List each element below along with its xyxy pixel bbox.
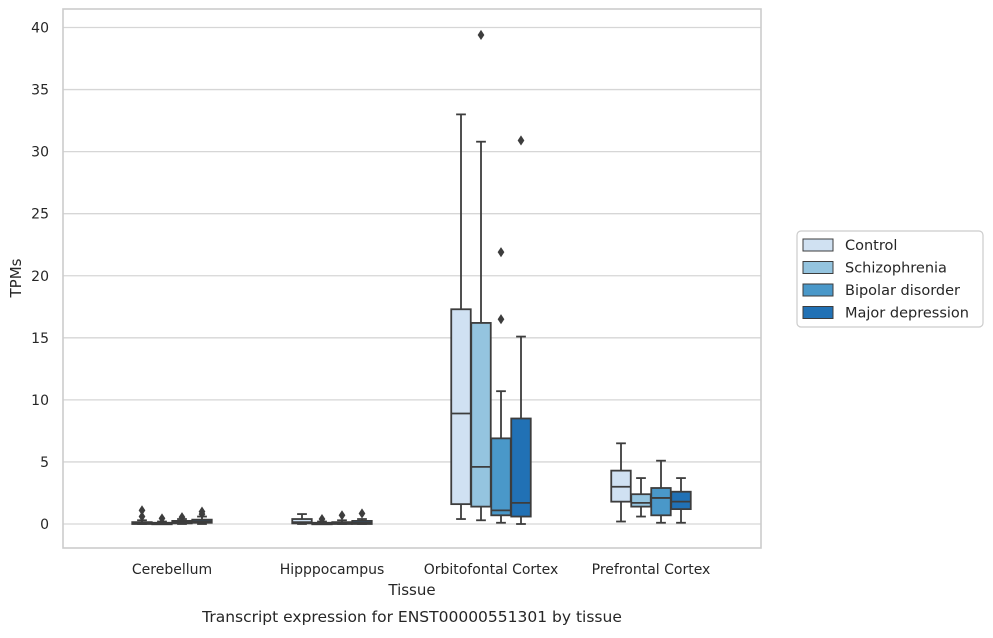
x-tick-label: Prefrontal Cortex	[592, 562, 711, 578]
y-tick-label: 25	[31, 207, 49, 223]
grid-layer	[63, 26, 761, 525]
x-tick-label: Orbitofontal Cortex	[424, 562, 559, 578]
box-iqr	[510, 417, 532, 518]
box-iqr	[470, 322, 492, 508]
y-axis-label: TPMs	[7, 258, 25, 298]
outlier-point	[158, 513, 166, 524]
legend-label: Schizophrenia	[845, 261, 947, 277]
plot-area-frame	[62, 8, 762, 549]
outlier-point	[178, 512, 186, 523]
outlier-point	[477, 29, 485, 40]
box-plot-2-1	[331, 510, 353, 525]
legend-frame	[796, 230, 984, 328]
box-plot-0-3	[610, 442, 632, 523]
outlier-point	[497, 314, 505, 325]
x-tick-label: Hipppocampus	[280, 562, 385, 578]
x-tick-label: Cerebellum	[132, 562, 212, 578]
legend: Control Schizophrenia Bipolar disorder Majo…	[796, 230, 984, 328]
legend-swatch	[802, 306, 834, 319]
y-tick-label: 30	[31, 145, 49, 161]
outlier-point	[497, 247, 505, 258]
box-iqr	[450, 308, 472, 506]
box-plot-3-0	[191, 506, 213, 525]
box-plot-3-1	[351, 508, 373, 525]
outlier-point	[338, 510, 346, 521]
legend-swatch	[802, 283, 834, 297]
box-plot-2-3	[650, 459, 672, 524]
box-plot-1-3	[630, 477, 652, 518]
box-iqr	[670, 490, 692, 511]
box-plot-3-2	[510, 135, 532, 525]
x-axis-label: Tissue	[387, 581, 435, 599]
box-plot-0-1	[291, 513, 313, 525]
y-tick-labels: 0 5 10 15 20 25 30 35 40	[31, 21, 49, 534]
chart-caption: Transcript expression for ENST0000055130…	[201, 608, 622, 626]
box-plot-1-0	[151, 513, 173, 526]
box-plot-3-3	[670, 477, 692, 524]
y-tick-label: 35	[31, 83, 49, 99]
legend-label: Major depression	[845, 306, 969, 322]
y-tick-label: 40	[31, 21, 49, 37]
outlier-point	[318, 513, 326, 525]
box-iqr	[490, 437, 512, 517]
box-plot-1-2	[470, 29, 492, 522]
y-tick-label: 10	[31, 393, 49, 409]
box-iqr	[291, 518, 313, 525]
outlier-point	[138, 505, 146, 516]
y-tick-label: 20	[31, 269, 49, 285]
outlier-point	[138, 511, 146, 522]
box-plot-2-0	[171, 512, 193, 525]
x-tick-labels: Cerebellum Hipppocampus Orbitofontal Corte…	[132, 562, 710, 578]
y-tick-label: 15	[31, 331, 49, 347]
legend-label: Control	[845, 238, 897, 254]
box-plot-1-1	[311, 513, 333, 526]
y-tick-label: 5	[40, 455, 49, 471]
outlier-point	[198, 506, 206, 517]
outlier-point	[517, 135, 525, 146]
box-iqr	[630, 493, 652, 508]
y-tick-label: 0	[40, 517, 49, 533]
box-plot-0-0	[131, 505, 153, 525]
box-plot-2-2	[490, 247, 512, 524]
legend-swatch	[802, 238, 834, 252]
box-plot-0-2	[450, 113, 472, 520]
box-layer	[131, 29, 692, 526]
legend-label: Bipolar disorder	[845, 283, 960, 299]
box-iqr	[650, 487, 672, 517]
outlier-point	[358, 508, 366, 519]
legend-swatch	[802, 261, 834, 274]
